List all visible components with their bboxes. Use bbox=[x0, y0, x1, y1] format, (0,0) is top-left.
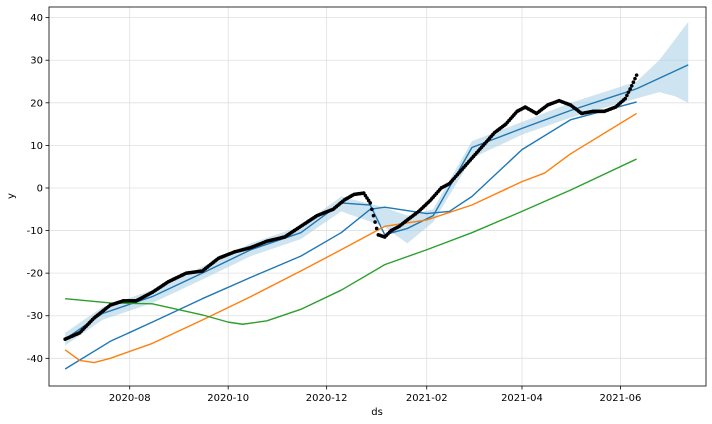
grid bbox=[49, 7, 706, 386]
y-tick-label: -10 bbox=[27, 226, 43, 237]
y-tick-label: 30 bbox=[30, 56, 43, 67]
trend-line-blue bbox=[64, 101, 637, 370]
uncertainty-band bbox=[65, 21, 689, 346]
x-axis-title: ds bbox=[371, 407, 383, 418]
forecast-line bbox=[64, 64, 689, 340]
y-tick-label: 20 bbox=[30, 98, 43, 109]
observation-point bbox=[370, 207, 374, 212]
y-tick-label: -30 bbox=[27, 311, 43, 322]
y-tick-label: 10 bbox=[30, 141, 43, 152]
y-tick-label: 40 bbox=[30, 13, 43, 24]
axis-ticks: 2020-08 2020-10 2020-12 2021-02 2021-04 2021-… bbox=[27, 13, 642, 404]
y-tick-label: -40 bbox=[27, 354, 43, 365]
x-tick-label: 2020-12 bbox=[306, 393, 348, 404]
observation-point bbox=[631, 80, 636, 85]
y-axis-title: y bbox=[6, 193, 17, 199]
trend-line-green bbox=[65, 158, 637, 325]
trend-line-orange bbox=[64, 112, 637, 364]
observation-point bbox=[623, 96, 628, 101]
observation-point bbox=[374, 226, 379, 231]
plot-frame bbox=[48, 6, 707, 387]
observation-point bbox=[626, 90, 631, 94]
y-tick-label: -20 bbox=[27, 269, 43, 280]
observation-point bbox=[368, 201, 373, 205]
observation-point bbox=[633, 76, 637, 81]
observation-point bbox=[628, 87, 632, 91]
x-tick-label: 2021-02 bbox=[406, 393, 448, 404]
observation-point bbox=[625, 93, 629, 98]
x-tick-label: 2020-10 bbox=[207, 393, 249, 404]
observation-point bbox=[634, 73, 639, 77]
x-tick-label: 2020-08 bbox=[109, 393, 151, 404]
observation-point bbox=[371, 213, 376, 218]
observation-point bbox=[629, 83, 634, 88]
observed-points bbox=[63, 73, 639, 341]
observation-point bbox=[373, 220, 377, 224]
uncertainty-band-area bbox=[65, 21, 689, 346]
x-tick-label: 2021-06 bbox=[600, 393, 642, 404]
x-tick-label: 2021-04 bbox=[501, 393, 543, 404]
y-tick-label: 0 bbox=[37, 183, 43, 194]
